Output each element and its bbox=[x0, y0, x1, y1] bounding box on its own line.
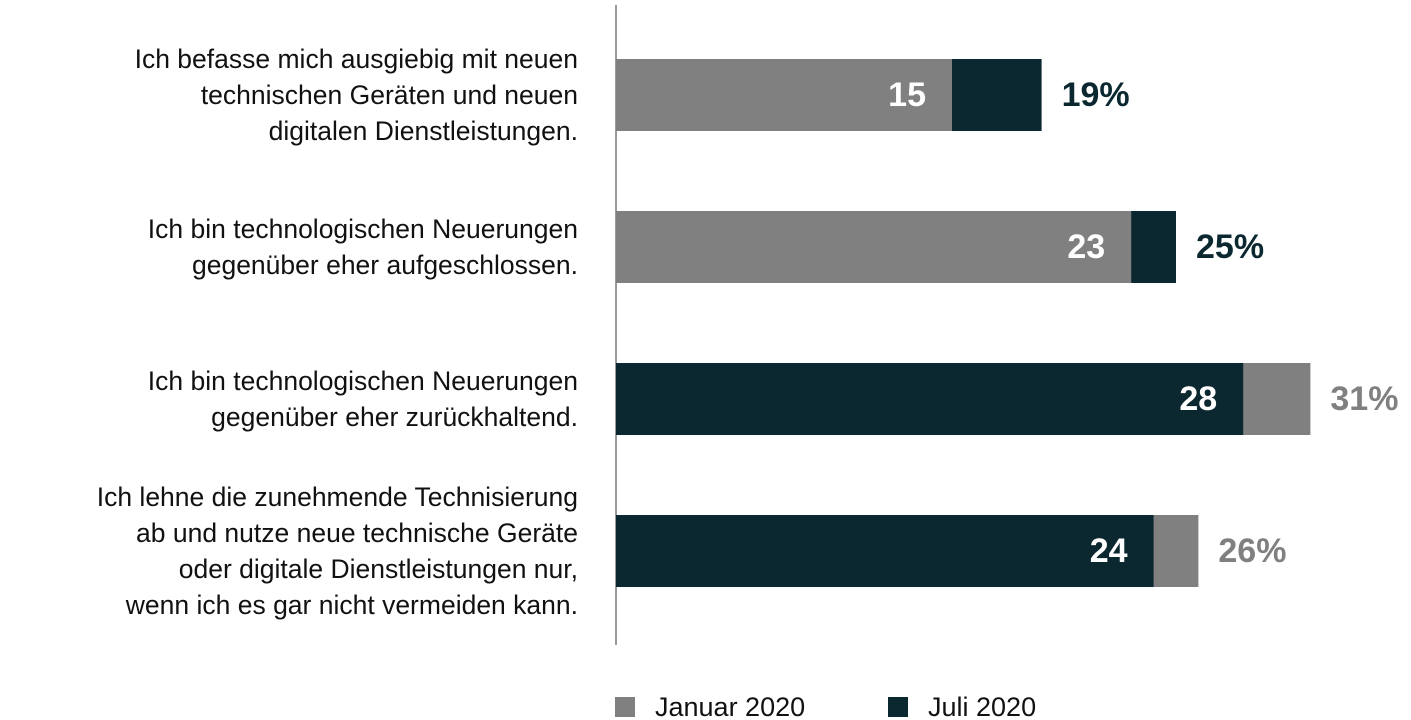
legend-swatch bbox=[888, 697, 908, 717]
value-label: 31% bbox=[1330, 380, 1398, 418]
value-label: 15 bbox=[888, 76, 926, 114]
value-label: 19% bbox=[1062, 76, 1130, 114]
bar bbox=[616, 211, 1132, 283]
bar bbox=[616, 363, 1244, 435]
category-label: Ich bin technologischen Neuerungen gegen… bbox=[147, 366, 578, 432]
category-label: Ich lehne die zunehmende Technisierung a… bbox=[96, 482, 578, 620]
legend-swatch bbox=[615, 697, 635, 717]
legend-label: Januar 2020 bbox=[655, 692, 805, 720]
value-label: 26% bbox=[1218, 532, 1286, 570]
value-label: 24 bbox=[1090, 532, 1128, 570]
bar bbox=[616, 59, 952, 131]
bar bbox=[616, 515, 1154, 587]
category-label: Ich bin technologischen Neuerungen gegen… bbox=[147, 214, 578, 280]
legend-label: Juli 2020 bbox=[928, 692, 1036, 720]
category-label: Ich befasse mich ausgiebig mit neuen tec… bbox=[134, 44, 578, 146]
value-label: 28 bbox=[1179, 380, 1217, 418]
value-label: 23 bbox=[1067, 228, 1105, 266]
value-label: 25% bbox=[1196, 228, 1264, 266]
